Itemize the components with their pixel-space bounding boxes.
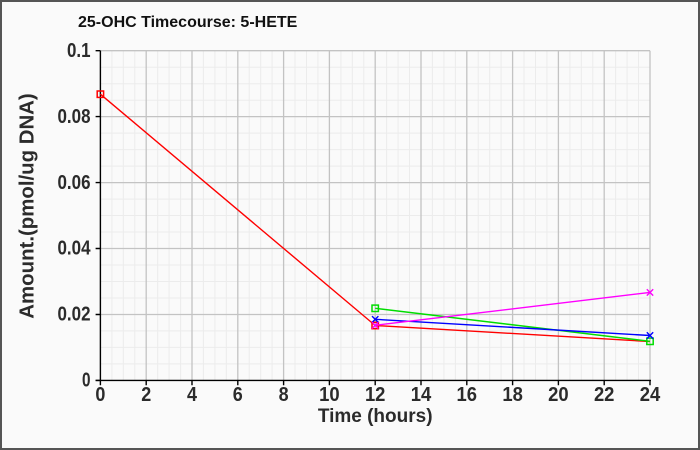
- svg-text:0.04: 0.04: [58, 238, 92, 260]
- svg-text:12: 12: [365, 384, 386, 406]
- svg-text:Time (hours): Time (hours): [318, 406, 433, 427]
- svg-text:8: 8: [279, 384, 289, 406]
- svg-text:0.06: 0.06: [58, 172, 91, 194]
- svg-text:16: 16: [457, 384, 478, 406]
- svg-text:Amount.(pmol/ug DNA): Amount.(pmol/ug DNA): [17, 93, 39, 318]
- svg-text:22: 22: [594, 384, 615, 406]
- svg-text:2: 2: [141, 384, 151, 406]
- svg-text:0.1: 0.1: [67, 40, 91, 62]
- svg-text:0.08: 0.08: [58, 106, 91, 128]
- svg-text:0.02: 0.02: [58, 304, 91, 326]
- svg-text:0: 0: [95, 384, 105, 406]
- svg-text:14: 14: [411, 384, 432, 406]
- svg-text:25-OHC Timecourse: 5-HETE: 25-OHC Timecourse: 5-HETE: [78, 14, 298, 31]
- svg-text:10: 10: [319, 384, 340, 406]
- svg-text:18: 18: [502, 384, 523, 406]
- svg-text:6: 6: [233, 384, 243, 406]
- svg-text:0: 0: [82, 370, 91, 392]
- svg-text:4: 4: [187, 384, 198, 406]
- svg-text:24: 24: [640, 384, 661, 406]
- svg-text:20: 20: [548, 384, 569, 406]
